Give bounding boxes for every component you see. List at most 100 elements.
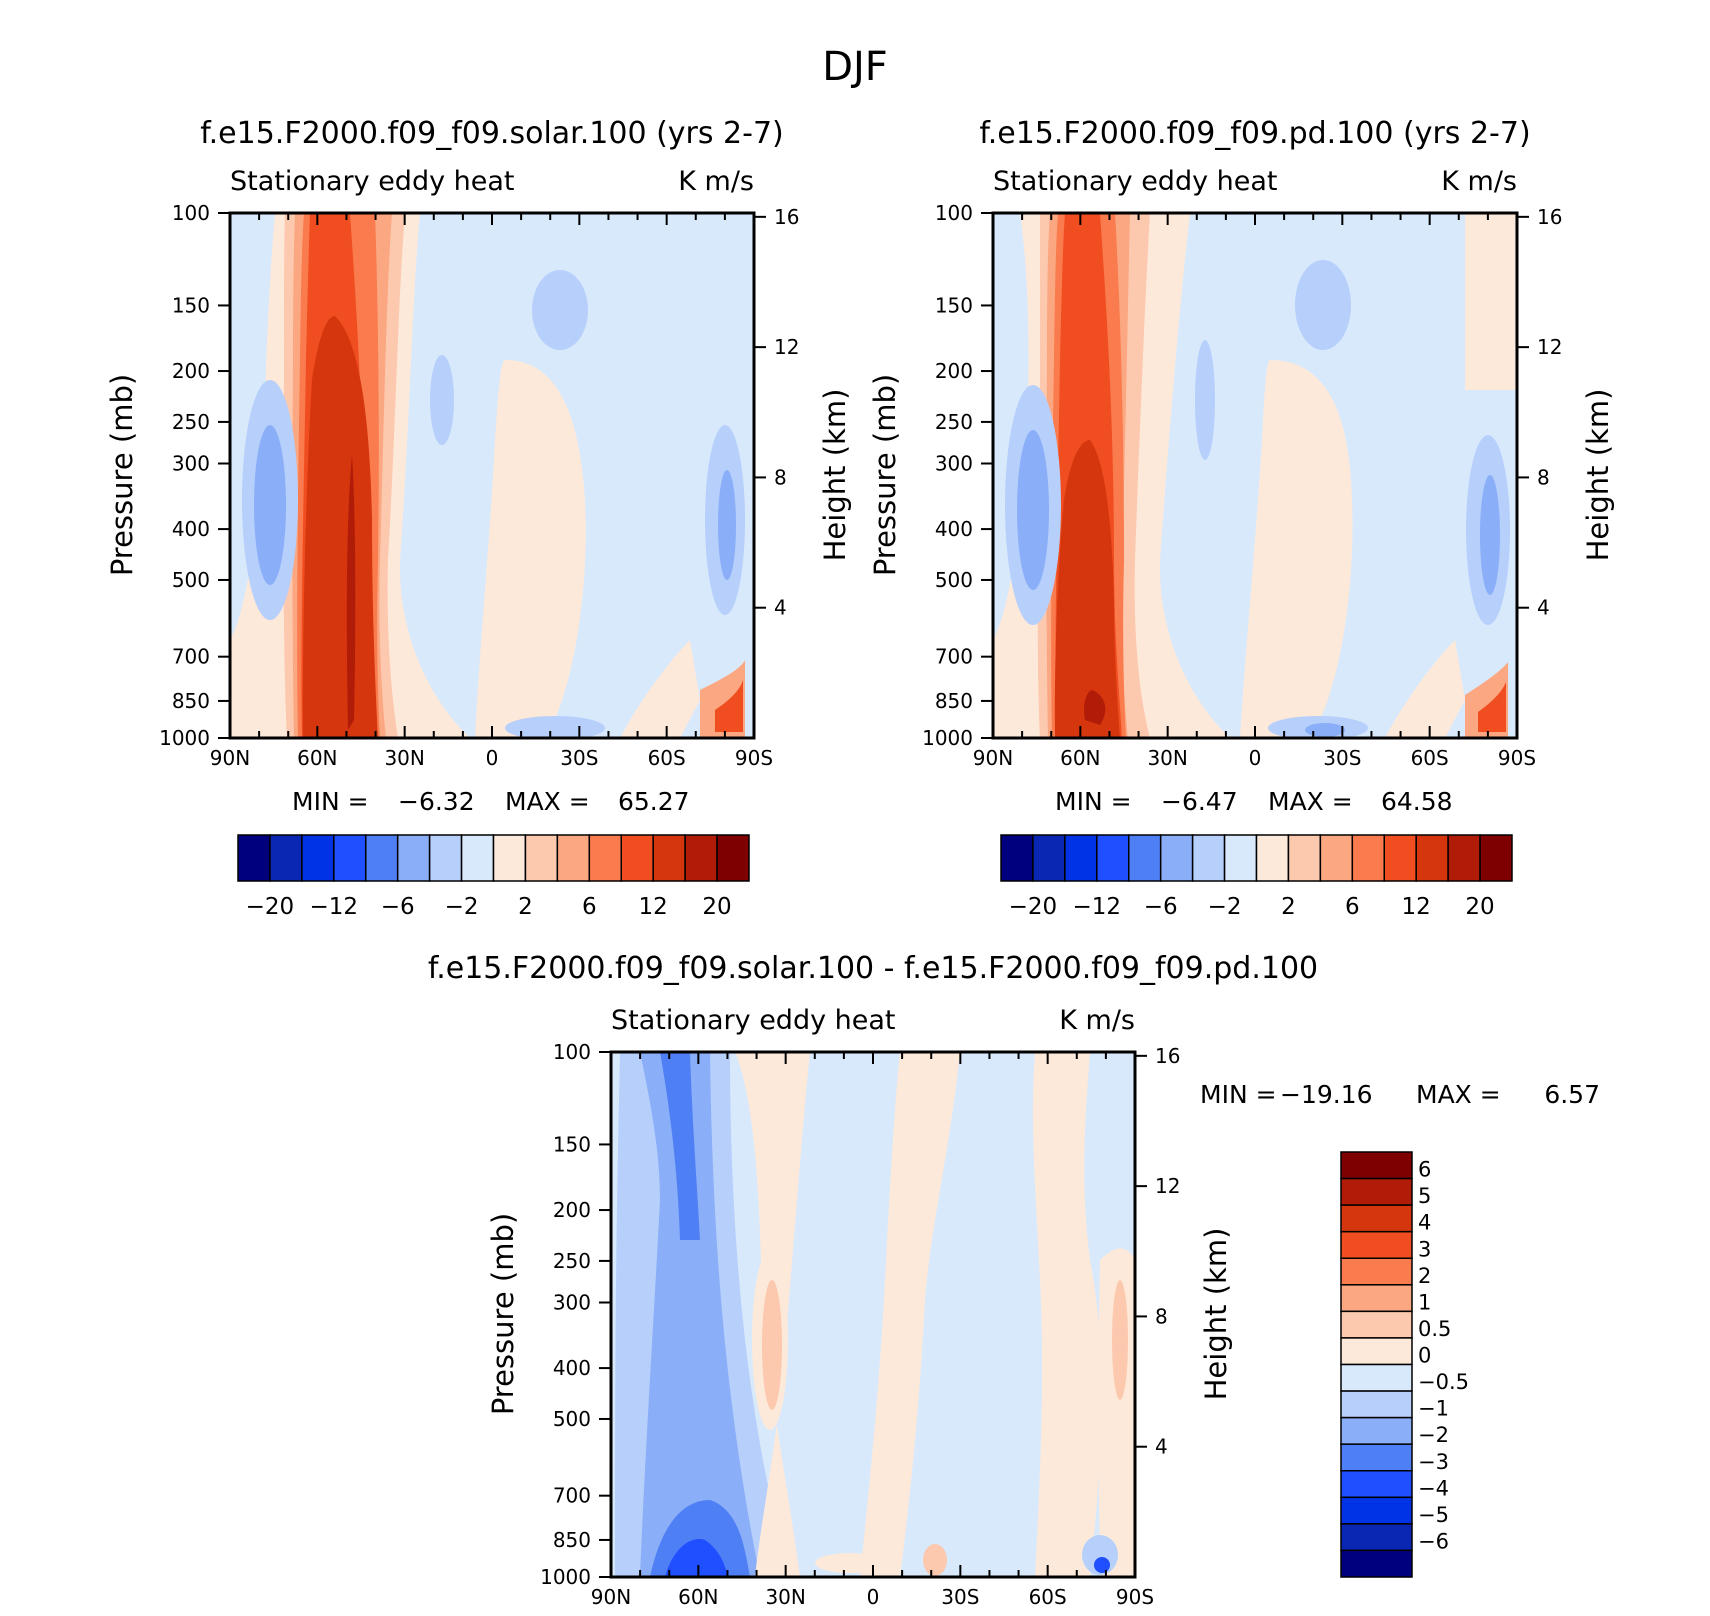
plot-axes: 90N 60N 30N 0 30S 60S 90S 100 150 200 250 300 400 500… xyxy=(159,201,799,770)
y2label: Height (km) xyxy=(818,389,852,562)
y2-tick-label: 8 xyxy=(774,465,787,489)
colorbar-label: −2 xyxy=(1418,1423,1449,1447)
y2-tick-label: 8 xyxy=(1155,1304,1168,1328)
contour-field xyxy=(230,213,754,738)
colorbar-label: 6 xyxy=(582,894,597,920)
colorbar-swatch xyxy=(1340,1257,1413,1286)
colorbar-swatch xyxy=(1340,1204,1413,1233)
y2-tick-label: 4 xyxy=(1155,1435,1168,1459)
max-label: MAX = xyxy=(1416,1080,1501,1109)
y-tick-label: 250 xyxy=(935,410,973,434)
y-tick-label: 400 xyxy=(172,517,210,541)
colorbar-label: −4 xyxy=(1418,1476,1449,1500)
y-tick-label: 850 xyxy=(553,1528,591,1552)
contour-blob-neg-30n xyxy=(430,355,454,445)
colorbar-label: −20 xyxy=(246,894,295,920)
colorbar-label: −2 xyxy=(445,894,479,920)
plot-axes: 90N 60N 30N 0 30S 60S 90S 100 150 200 250 300 400 500… xyxy=(540,1040,1180,1609)
colorbar-label: 20 xyxy=(702,894,731,920)
x-tick-label: 90S xyxy=(1498,746,1536,770)
colorbar-label: −3 xyxy=(1418,1450,1449,1474)
colorbar-swatch xyxy=(620,834,654,882)
colorbar-swatch xyxy=(333,834,367,882)
colorbar-label: −0.5 xyxy=(1418,1370,1469,1394)
colorbar-swatch xyxy=(524,834,559,882)
x-tick-label: 0 xyxy=(867,1585,880,1609)
x-tick-label: 0 xyxy=(1249,746,1262,770)
x-tick-label: 60S xyxy=(648,746,686,770)
subtitle-right: K m/s xyxy=(1441,166,1517,197)
colorbar-swatch xyxy=(1383,834,1417,882)
contour-blob-neg-subtropics xyxy=(532,270,588,350)
contour-blob-plus-surface-0 xyxy=(815,1553,885,1573)
y-tick-label: 100 xyxy=(935,201,973,225)
colorbar-label: −20 xyxy=(1009,894,1058,920)
y-tick-label: 250 xyxy=(553,1249,591,1273)
x-tick-label: 60S xyxy=(1411,746,1449,770)
colorbar-swatch xyxy=(652,834,686,882)
y2-tick-label: 8 xyxy=(1537,465,1550,489)
colorbar-swatch xyxy=(1340,1337,1413,1366)
colorbar-label: 2 xyxy=(518,894,533,920)
y-tick-label: 150 xyxy=(935,293,973,317)
colorbar-swatch xyxy=(1064,834,1098,882)
x-tick-label: 90N xyxy=(973,746,1013,770)
contour-band-plus-16-20 xyxy=(1083,690,1106,725)
colorbar-swatch xyxy=(492,834,527,882)
colorbar-swatch xyxy=(1223,834,1258,882)
y-tick-label: 300 xyxy=(935,451,973,475)
colorbar-swatch xyxy=(1287,834,1322,882)
y2-tick-label: 12 xyxy=(1537,335,1562,359)
panel-title: f.e15.F2000.f09_f09.solar.100 (yrs 2-7) xyxy=(200,116,784,151)
colorbar-swatch xyxy=(1340,1523,1413,1552)
x-tick-label: 30N xyxy=(1147,746,1187,770)
colorbar-label: 0.5 xyxy=(1418,1317,1451,1341)
min-label: MIN = xyxy=(292,787,369,816)
min-value: −6.32 xyxy=(398,787,475,816)
colorbar-swatch xyxy=(716,834,750,882)
min-label: MIN = xyxy=(1200,1080,1277,1109)
stats-line: MIN = −6.32 MAX = 65.27 xyxy=(292,787,690,816)
contour-blob-plus-30n-core xyxy=(762,1280,782,1410)
x-tick-label: 60N xyxy=(1060,746,1100,770)
x-tick-label: 60S xyxy=(1029,1585,1067,1609)
colorbar-swatch xyxy=(460,834,495,882)
y-tick-label: 150 xyxy=(172,293,210,317)
y-tick-label: 1000 xyxy=(540,1565,591,1589)
subtitle-left: Stationary eddy heat xyxy=(611,1005,896,1036)
y2-tick-label: 16 xyxy=(1537,205,1562,229)
colorbar-swatch xyxy=(1340,1496,1413,1525)
contour-band-neg-2-3 xyxy=(660,1052,700,1240)
ylabel: Pressure (mb) xyxy=(105,374,139,576)
contour-band-plus-tropics xyxy=(1240,360,1353,738)
x-tick-label: 90S xyxy=(1116,1585,1154,1609)
colorbar-swatch xyxy=(1255,834,1290,882)
y-tick-label: 1000 xyxy=(922,726,973,750)
min-value: −19.16 xyxy=(1280,1080,1373,1109)
colorbar-label: −1 xyxy=(1418,1397,1449,1421)
colorbar-swatch xyxy=(1340,1177,1413,1206)
y-tick-label: 200 xyxy=(172,359,210,383)
figure-title: DJF xyxy=(822,44,888,90)
y-tick-label: 700 xyxy=(172,645,210,669)
y-tick-label: 400 xyxy=(935,517,973,541)
y-tick-label: 300 xyxy=(172,451,210,475)
contour-band-plus-subtropics xyxy=(1032,1052,1102,1577)
contour-blob-neg-southern-core xyxy=(718,470,736,580)
contour-band-plus-12-16 xyxy=(1054,440,1120,738)
colorbar: 65 43 21 0.5 0−0.5 −1−2 −3−4 −5−6 xyxy=(1340,1151,1469,1578)
colorbar-swatch xyxy=(396,834,431,882)
colorbar-swatch xyxy=(1340,1416,1413,1445)
contour-blob-neg-high-lat-core xyxy=(254,425,286,585)
contour-blob-neg-30n xyxy=(1195,340,1215,460)
x-tick-label: 90S xyxy=(735,746,773,770)
colorbar-label: 0 xyxy=(1418,1344,1431,1368)
x-tick-label: 30S xyxy=(1323,746,1361,770)
y-tick-label: 850 xyxy=(172,689,210,713)
y-tick-label: 500 xyxy=(553,1407,591,1431)
max-label: MAX = xyxy=(1268,787,1353,816)
colorbar-swatch xyxy=(684,834,718,882)
colorbar-swatch xyxy=(1340,1310,1413,1339)
colorbar-label: 6 xyxy=(1345,894,1360,920)
